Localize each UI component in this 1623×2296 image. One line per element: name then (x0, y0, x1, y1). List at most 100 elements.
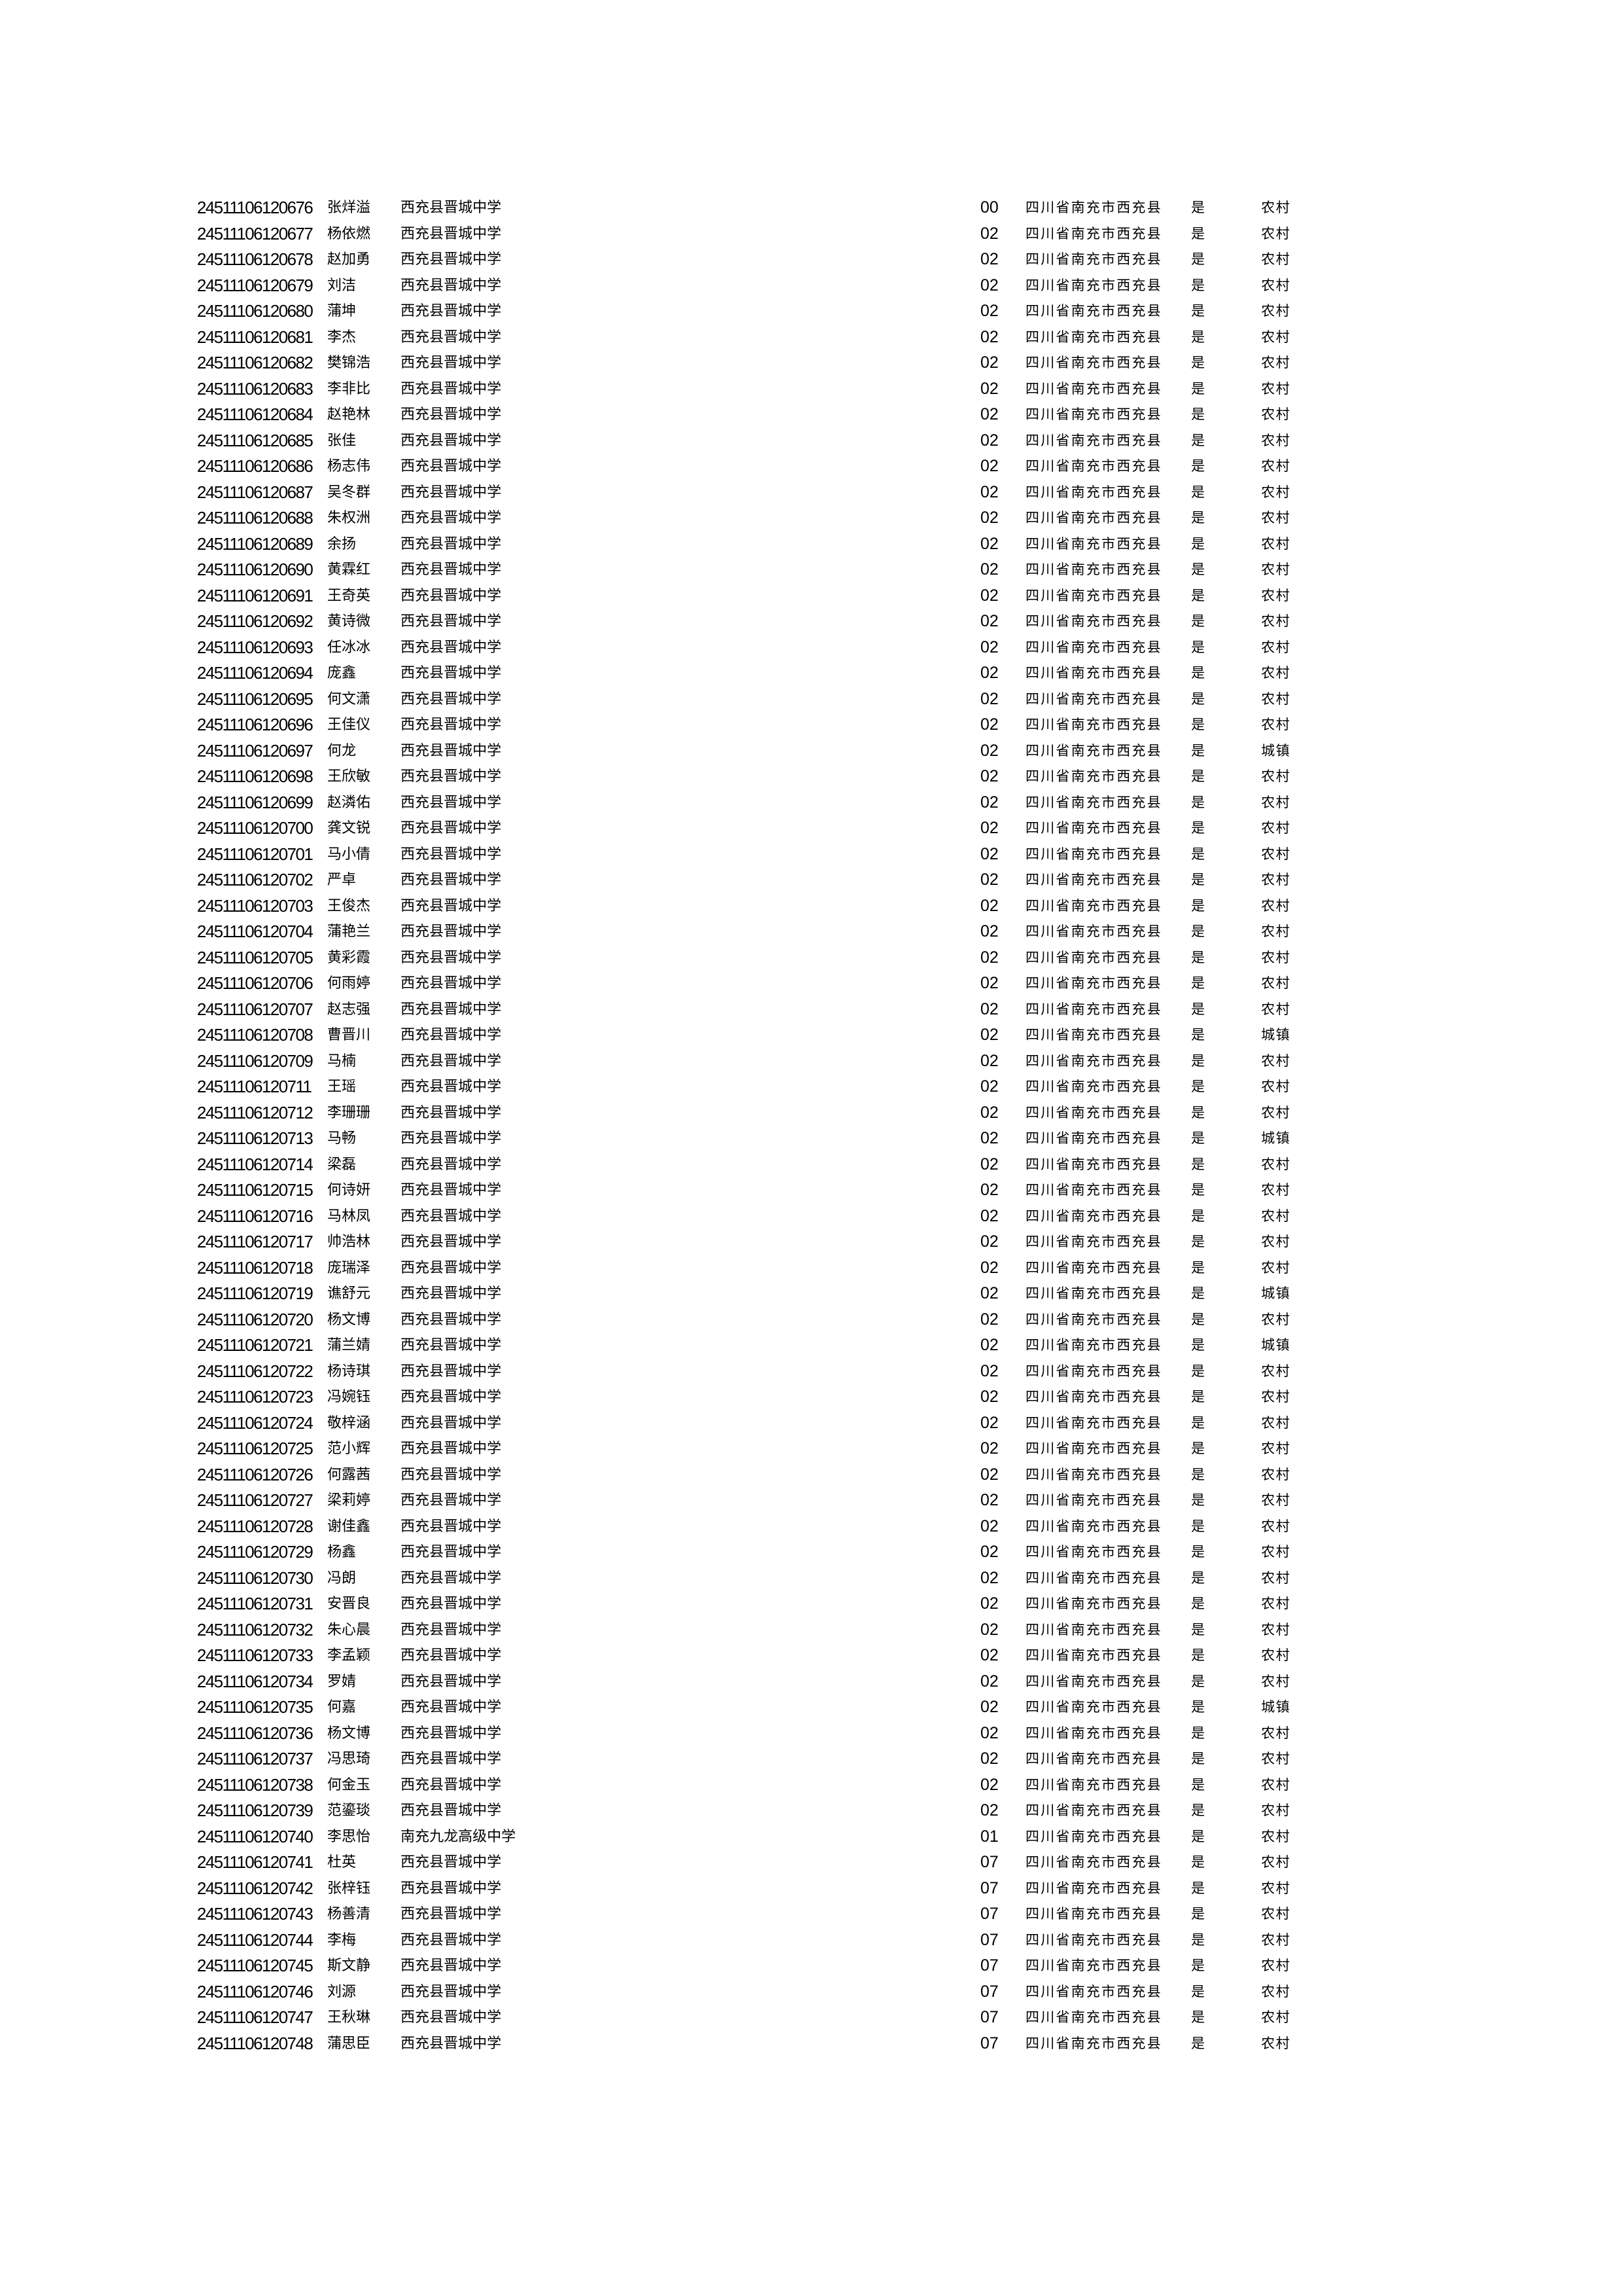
flag-cell: 是 (1191, 510, 1205, 526)
table-row: 24511106120676 张烊溢 西充县晋城中学 00 四川省南充市西充县 是 农村 (0, 195, 1623, 221)
student-id-cell: 24511106120729 (197, 1542, 313, 1562)
address-cell: 四川省南充市西充县 (1026, 535, 1162, 552)
table-row: 24511106120722 杨诗琪 西充县晋城中学 02 四川省南充市西充县 是 农村 (0, 1359, 1623, 1385)
category-code-cell: 02 (980, 1026, 999, 1044)
flag-cell: 是 (1191, 1880, 1205, 1896)
address-cell: 四川省南充市西充县 (1026, 794, 1162, 810)
table-row: 24511106120737 冯思琦 西充县晋城中学 02 四川省南充市西充县 是 农村 (0, 1746, 1623, 1772)
student-name-cell: 赵志强 (327, 1001, 371, 1018)
flag-cell: 是 (1191, 484, 1205, 500)
address-cell: 四川省南充市西充县 (1026, 949, 1162, 965)
category-code-cell: 02 (980, 1413, 999, 1432)
category-code-cell: 02 (980, 767, 999, 785)
student-name-cell: 王奇英 (327, 587, 371, 604)
flag-cell: 是 (1191, 1544, 1205, 1560)
student-id-cell: 24511106120733 (197, 1645, 313, 1665)
student-name-cell: 李杰 (327, 329, 357, 346)
residence-type-cell: 农村 (1261, 1001, 1291, 1017)
table-row: 24511106120687 吴冬群 西充县晋城中学 02 四川省南充市西充县 是 农村 (0, 480, 1623, 506)
residence-type-cell: 农村 (1261, 1259, 1291, 1276)
student-name-cell: 杨诗琪 (327, 1363, 371, 1380)
table-row: 24511106120705 黄彩霞 西充县晋城中学 02 四川省南充市西充县 是 农村 (0, 945, 1623, 971)
category-code-cell: 07 (980, 1853, 999, 1871)
school-cell: 西充县晋城中学 (401, 1647, 502, 1664)
flag-cell: 是 (1191, 1104, 1205, 1121)
student-id-cell: 24511106120694 (197, 663, 313, 683)
address-cell: 四川省南充市西充县 (1026, 562, 1162, 577)
address-cell: 四川省南充市西充县 (1026, 1079, 1162, 1094)
residence-type-cell: 农村 (1261, 1906, 1291, 1922)
school-cell: 西充县晋城中学 (401, 768, 502, 785)
student-id-cell: 24511106120683 (197, 378, 313, 399)
category-code-cell: 02 (980, 534, 999, 553)
school-cell: 西充县晋城中学 (401, 691, 502, 708)
category-code-cell: 02 (980, 844, 999, 863)
student-id-cell: 24511106120748 (197, 2033, 313, 2053)
flag-cell: 是 (1191, 1492, 1205, 1508)
category-code-cell: 02 (980, 1594, 999, 1613)
student-id-cell: 24511106120742 (197, 1878, 313, 1898)
student-id-cell: 24511106120696 (197, 715, 313, 734)
student-id-cell: 24511106120719 (197, 1283, 313, 1303)
student-id-cell: 24511106120676 (197, 198, 313, 217)
flag-cell: 是 (1191, 1931, 1205, 1948)
category-code-cell: 02 (980, 1672, 999, 1691)
residence-type-cell: 农村 (1261, 1104, 1291, 1121)
table-row: 24511106120702 严卓 西充县晋城中学 02 四川省南充市西充县 是 农村 (0, 867, 1623, 893)
address-cell: 四川省南充市西充县 (1026, 1725, 1162, 1741)
school-cell: 西充县晋城中学 (401, 1337, 502, 1354)
school-cell: 西充县晋城中学 (401, 1958, 502, 1974)
table-row: 24511106120699 赵潾佑 西充县晋城中学 02 四川省南充市西充县 是 农村 (0, 790, 1623, 816)
residence-type-cell: 农村 (1261, 665, 1291, 681)
table-row: 24511106120685 张佳 西充县晋城中学 02 四川省南充市西充县 是 农村 (0, 428, 1623, 454)
flag-cell: 是 (1191, 2035, 1205, 2051)
residence-type-cell: 农村 (1261, 1363, 1291, 1379)
flag-cell: 是 (1191, 1751, 1205, 1767)
residence-type-cell: 城镇 (1261, 1337, 1291, 1353)
school-cell: 西充县晋城中学 (401, 975, 502, 992)
student-id-cell: 24511106120740 (197, 1826, 313, 1846)
school-cell: 西充县晋城中学 (401, 717, 502, 733)
student-id-cell: 24511106120741 (197, 1852, 313, 1872)
student-name-cell: 任冰冰 (327, 639, 371, 656)
flag-cell: 是 (1191, 1079, 1205, 1094)
flag-cell: 是 (1191, 1673, 1205, 1689)
table-row: 24511106120731 安晋良 西充县晋城中学 02 四川省南充市西充县 是 农村 (0, 1591, 1623, 1617)
category-code-cell: 07 (980, 2034, 999, 2053)
flag-cell: 是 (1191, 1725, 1205, 1741)
residence-type-cell: 农村 (1261, 1673, 1291, 1689)
table-row: 24511106120729 杨鑫 西充县晋城中学 02 四川省南充市西充县 是 农村 (0, 1539, 1623, 1566)
residence-type-cell: 农村 (1261, 1441, 1291, 1456)
table-row: 24511106120696 王佳仪 西充县晋城中学 02 四川省南充市西充县 是 农村 (0, 712, 1623, 738)
residence-type-cell: 农村 (1261, 510, 1291, 526)
category-code-cell: 07 (980, 2008, 999, 2026)
student-name-cell: 冯朗 (327, 1570, 357, 1587)
student-name-cell: 冯思琦 (327, 1751, 371, 1767)
category-code-cell: 02 (980, 1129, 999, 1147)
school-cell: 西充县晋城中学 (401, 1079, 502, 1095)
school-cell: 西充县晋城中学 (401, 562, 502, 578)
residence-type-cell: 农村 (1261, 794, 1291, 810)
student-id-cell: 24511106120709 (197, 1050, 313, 1071)
address-cell: 四川省南充市西充县 (1026, 846, 1162, 862)
address-cell: 四川省南充市西充县 (1026, 820, 1162, 836)
table-row: 24511106120694 庞鑫 西充县晋城中学 02 四川省南充市西充县 是 农村 (0, 660, 1623, 687)
school-cell: 西充县晋城中学 (401, 1931, 502, 1948)
student-id-cell: 24511106120717 (197, 1232, 313, 1251)
student-id-cell: 24511106120682 (197, 353, 313, 372)
address-cell: 四川省南充市西充县 (1026, 510, 1162, 526)
category-code-cell: 02 (980, 793, 999, 812)
flag-cell: 是 (1191, 665, 1205, 681)
table-row: 24511106120715 何诗妍 西充县晋城中学 02 四川省南充市西充县 是 农村 (0, 1177, 1623, 1204)
flag-cell: 是 (1191, 1156, 1205, 1172)
flag-cell: 是 (1191, 1311, 1205, 1327)
student-name-cell: 蒲坤 (327, 303, 357, 319)
flag-cell: 是 (1191, 1441, 1205, 1456)
school-cell: 西充县晋城中学 (401, 380, 502, 397)
residence-type-cell: 农村 (1261, 1751, 1291, 1767)
category-code-cell: 02 (980, 1646, 999, 1664)
school-cell: 西充县晋城中学 (401, 1130, 502, 1147)
student-id-cell: 24511106120713 (197, 1128, 313, 1148)
table-row: 24511106120693 任冰冰 西充县晋城中学 02 四川省南充市西充县 是 农村 (0, 635, 1623, 661)
address-cell: 四川省南充市西充县 (1026, 1751, 1162, 1767)
